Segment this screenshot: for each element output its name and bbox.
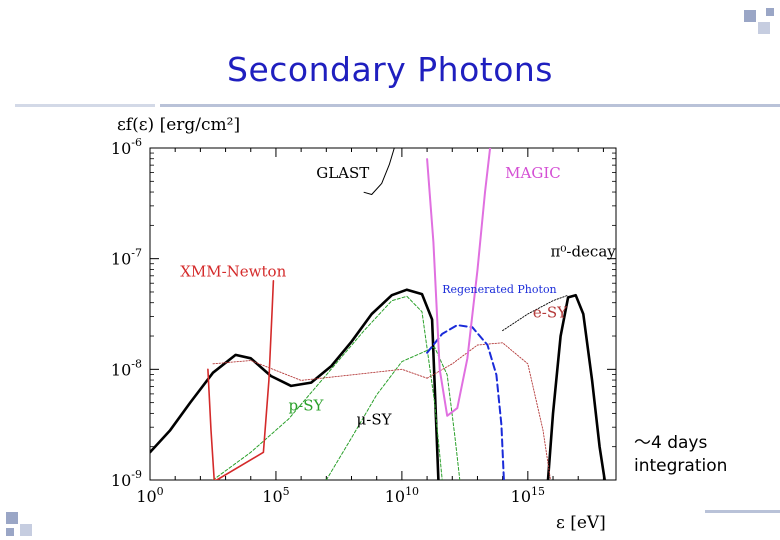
y-tick-label: 10-7: [111, 247, 142, 269]
tick-labels: 100 105 1010 1015 10-6 10-7 10-8 10-9: [111, 136, 545, 506]
series-p-sy: [212, 295, 443, 480]
corner-square-bl-2: [20, 524, 32, 536]
series-glast: [363, 148, 395, 195]
series-e-sy-low: [212, 360, 428, 381]
x-axis-label: ε [eV]: [556, 513, 606, 533]
series-total: [150, 288, 440, 480]
corner-square-bl-1: [6, 512, 18, 524]
annotation-label: p-SY: [289, 396, 325, 414]
series-xmm-newton: [207, 279, 275, 480]
series-mu-sy: [325, 346, 461, 480]
annotation-label: Regenerated Photon: [442, 283, 556, 296]
annotation-label: XMM-Newton: [180, 262, 286, 280]
annotation-label: e-SY: [533, 303, 568, 321]
y-tick-label: 10-6: [111, 136, 142, 158]
annotation-label: π⁰-decay: [551, 242, 617, 260]
annotations-layer: GLAST MAGIC π⁰-decay XMM-Newton Regenerated …: [180, 164, 616, 429]
series-magic: [426, 148, 492, 417]
bottom-rule-right: [705, 510, 780, 513]
annotation-label: μ-SY: [357, 411, 393, 429]
corner-square-tr-1: [744, 10, 756, 22]
series-e-sy-high: [426, 342, 551, 480]
x-tick-label: 105: [262, 485, 289, 506]
x-tick-label: 100: [136, 485, 163, 506]
title-rule-left: [15, 104, 155, 107]
series-pi0-decay: [502, 294, 569, 332]
plot-frame: [149, 147, 617, 481]
annotation-label: MAGIC: [505, 164, 561, 182]
axis-ticks: [149, 147, 616, 481]
corner-square-tr-3: [766, 8, 774, 16]
series-total-high: [546, 293, 607, 480]
title-rule-right: [160, 104, 780, 107]
x-tick-label: 1010: [385, 485, 419, 506]
series-regenerated-photon: [426, 324, 505, 480]
slide-title: Secondary Photons: [227, 50, 553, 89]
annotation-label: GLAST: [316, 164, 369, 182]
integration-note-line2: integration: [634, 456, 728, 476]
integration-note-line1: ～4 days: [634, 433, 708, 453]
corner-square-bl-3: [6, 528, 14, 536]
y-axis-label: εf(ε) [erg/cm²]: [117, 115, 240, 135]
y-tick-label: 10-8: [111, 357, 142, 379]
y-tick-label: 10-9: [111, 468, 142, 490]
x-tick-label: 1015: [511, 485, 545, 506]
series-layer: [150, 148, 607, 480]
corner-square-tr-2: [758, 22, 770, 34]
